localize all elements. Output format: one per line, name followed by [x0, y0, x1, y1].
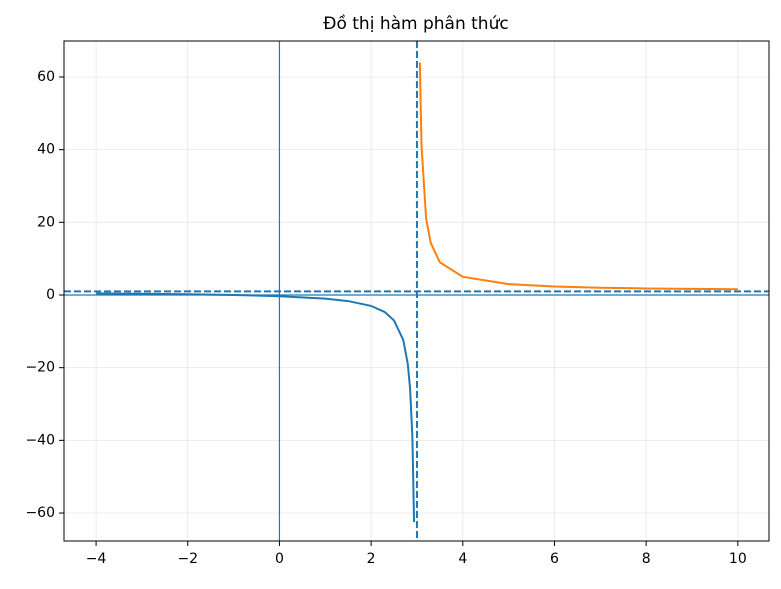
x-tick-label: −2 — [177, 551, 198, 567]
y-tick-label: 0 — [46, 287, 55, 303]
x-tick-label: 6 — [550, 551, 559, 567]
x-tick-label: 0 — [275, 551, 284, 567]
x-tick-label: 10 — [729, 551, 747, 567]
y-tick-label: −40 — [25, 432, 55, 448]
x-tick-label: −4 — [86, 551, 107, 567]
plot-frame — [63, 40, 770, 542]
series-line — [418, 62, 738, 291]
x-tick-label: 4 — [458, 551, 467, 567]
y-tick-label: 60 — [37, 69, 55, 85]
x-tick-label: 8 — [642, 551, 651, 567]
y-tick-label: 20 — [37, 214, 55, 230]
y-tick-label: −60 — [25, 505, 55, 521]
chart-title: Đồ thị hàm phân thức — [323, 13, 508, 34]
y-tick-label: 40 — [37, 142, 55, 158]
y-tick-label: −20 — [25, 360, 55, 376]
x-tick-label: 2 — [367, 551, 376, 567]
series-line — [96, 292, 416, 523]
